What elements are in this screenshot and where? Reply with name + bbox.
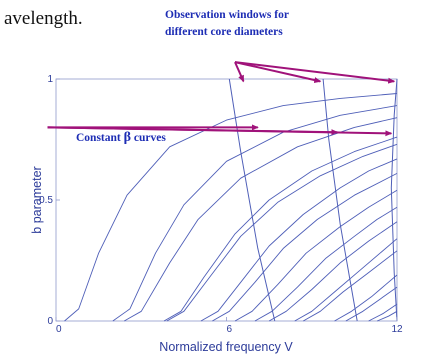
beta-curve-14 <box>345 286 398 322</box>
beta-curve-13 <box>334 274 398 322</box>
beta-curve-5 <box>166 143 398 322</box>
y-tick-label-3: 1 <box>47 74 53 85</box>
beta-curve-9 <box>254 206 398 322</box>
beta-curve-7 <box>212 172 398 322</box>
x-tick-label-1: 0 <box>56 324 62 335</box>
observation-arrow-3 <box>234 61 396 84</box>
beta-curve-1 <box>64 93 398 322</box>
observation-window-line-2 <box>322 78 358 322</box>
constant-beta-suffix: curves <box>131 132 166 144</box>
beta-curve-3 <box>123 117 398 322</box>
beta-curve-12 <box>302 250 398 322</box>
constant-beta-label: Constant β curves <box>76 130 166 145</box>
x-axis-label: Normalized frequency V <box>159 340 293 354</box>
axis-ticks: 0 6 12 0 0.5 1 <box>39 74 403 335</box>
annotation-arrows <box>47 61 396 137</box>
constant-arrow-6 <box>47 126 393 137</box>
y-axis-label: b parameter <box>30 166 44 233</box>
plot-frame <box>55 78 398 322</box>
beta-curve-4 <box>163 136 398 322</box>
beta-curve-15 <box>368 303 398 322</box>
top-text: avelength. <box>4 8 83 29</box>
beta-symbol: β <box>124 130 131 145</box>
beta-curve-10 <box>268 221 398 322</box>
x-tick-label-2: 6 <box>227 324 233 335</box>
y-tick-label-1: 0 <box>47 316 53 327</box>
beta-curve-8 <box>234 189 398 322</box>
observation-window-lines <box>228 78 398 322</box>
beta-curve-6 <box>200 158 398 322</box>
plot-area: 0 6 12 0 0.5 1 <box>39 61 403 335</box>
x-tick-label-3: 12 <box>391 324 403 335</box>
observation-arrow-2 <box>234 61 322 84</box>
observation-window-line-3 <box>390 78 398 322</box>
beta-curve-16 <box>376 310 398 322</box>
beta-curve-11 <box>294 238 398 322</box>
observation-arrow-1 <box>234 61 245 83</box>
observation-label-line1: Observation windows for <box>165 9 289 21</box>
constant-beta-prefix: Constant <box>76 132 124 144</box>
beta-curve-2 <box>112 105 398 322</box>
observation-label-line2: different core diameters <box>165 26 283 38</box>
y-tick-label-2: 0.5 <box>39 195 53 206</box>
observation-window-line-1 <box>228 78 276 322</box>
constant-beta-curves <box>64 93 398 322</box>
